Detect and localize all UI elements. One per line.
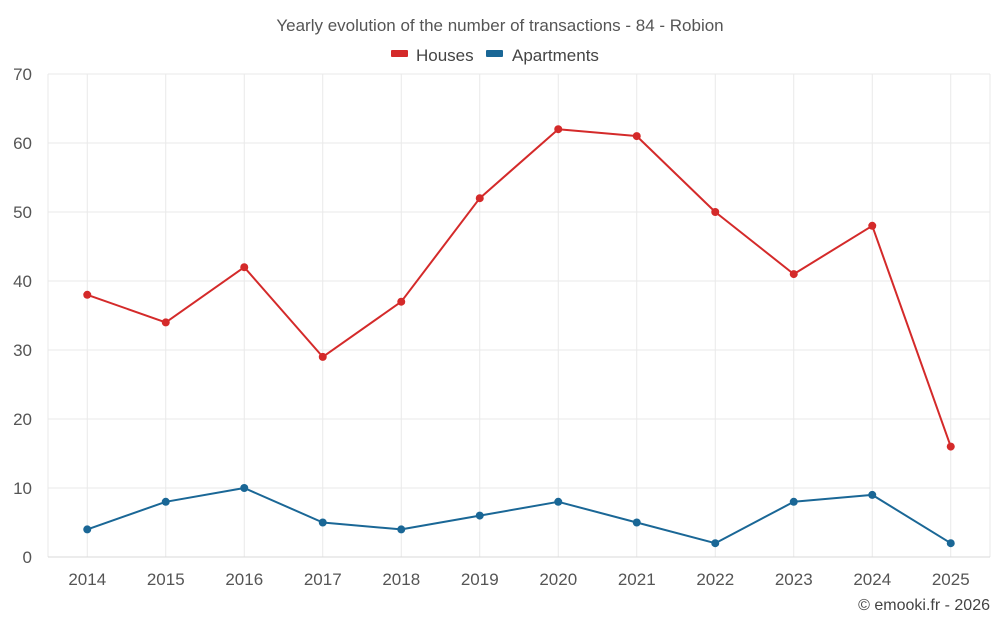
chart-title: Yearly evolution of the number of transa… — [276, 16, 723, 35]
series-houses — [83, 125, 955, 451]
y-tick-label: 30 — [13, 341, 32, 360]
x-tick-label: 2024 — [853, 570, 891, 589]
x-tick-label: 2017 — [304, 570, 342, 589]
data-point-houses[interactable] — [946, 442, 955, 451]
data-point-houses[interactable] — [554, 125, 563, 134]
series-line-apartments — [86, 487, 952, 545]
data-point-apartments[interactable] — [161, 497, 170, 506]
y-tick-label: 20 — [13, 410, 32, 429]
x-tick-label: 2025 — [932, 570, 970, 589]
data-point-apartments[interactable] — [475, 511, 484, 520]
data-point-apartments[interactable] — [946, 539, 955, 548]
legend-swatch-apartments — [486, 50, 503, 57]
data-point-apartments[interactable] — [554, 497, 563, 506]
gridlines — [47, 73, 991, 558]
legend-item-apartments[interactable]: Apartments — [486, 46, 599, 65]
data-point-houses[interactable] — [711, 208, 720, 216]
legend-item-houses[interactable]: Houses — [391, 46, 474, 65]
data-point-houses[interactable] — [789, 270, 798, 279]
x-tick-label: 2020 — [539, 570, 577, 589]
data-point-apartments[interactable] — [318, 518, 327, 527]
x-tick-label: 2023 — [775, 570, 813, 589]
y-tick-label: 0 — [23, 548, 32, 567]
y-tick-label: 60 — [13, 134, 32, 153]
x-tick-label: 2014 — [68, 570, 106, 589]
data-point-houses[interactable] — [240, 263, 249, 272]
data-point-apartments[interactable] — [83, 525, 92, 534]
x-tick-label: 2015 — [147, 570, 185, 589]
data-point-apartments[interactable] — [711, 539, 720, 548]
data-point-houses[interactable] — [397, 297, 406, 306]
data-point-houses[interactable] — [868, 221, 877, 230]
x-tick-label: 2019 — [461, 570, 499, 589]
y-tick-label: 10 — [13, 479, 32, 498]
legend-label-houses: Houses — [416, 46, 474, 65]
data-point-houses[interactable] — [632, 132, 641, 141]
data-point-apartments[interactable] — [240, 484, 249, 492]
x-tick-label: 2022 — [696, 570, 734, 589]
y-tick-label: 40 — [13, 272, 32, 291]
y-tick-label: 50 — [13, 203, 32, 222]
series-line-houses — [86, 128, 952, 447]
x-axis: 2014 2015 2016 2017 2018 2019 2020 2021 2022 2023… — [48, 556, 990, 589]
x-tick-label: 2016 — [225, 570, 263, 589]
data-point-apartments[interactable] — [868, 490, 877, 499]
x-tick-label: 2018 — [382, 570, 420, 589]
data-point-apartments[interactable] — [397, 525, 406, 534]
x-tick-label: 2021 — [618, 570, 656, 589]
legend-label-apartments: Apartments — [512, 46, 599, 65]
data-point-apartments[interactable] — [789, 497, 798, 506]
series-apartments — [83, 484, 955, 548]
data-point-houses[interactable] — [161, 318, 170, 327]
data-point-houses[interactable] — [475, 194, 484, 203]
legend: Houses Apartments — [391, 46, 599, 65]
credit-text: © emooki.fr - 2026 — [858, 597, 990, 614]
legend-swatch-houses — [391, 50, 408, 57]
data-point-houses[interactable] — [318, 352, 327, 361]
data-point-houses[interactable] — [83, 290, 92, 299]
data-point-apartments[interactable] — [632, 518, 641, 527]
y-tick-label: 70 — [13, 65, 32, 84]
y-axis: 0 10 20 30 40 50 60 70 — [13, 65, 32, 567]
